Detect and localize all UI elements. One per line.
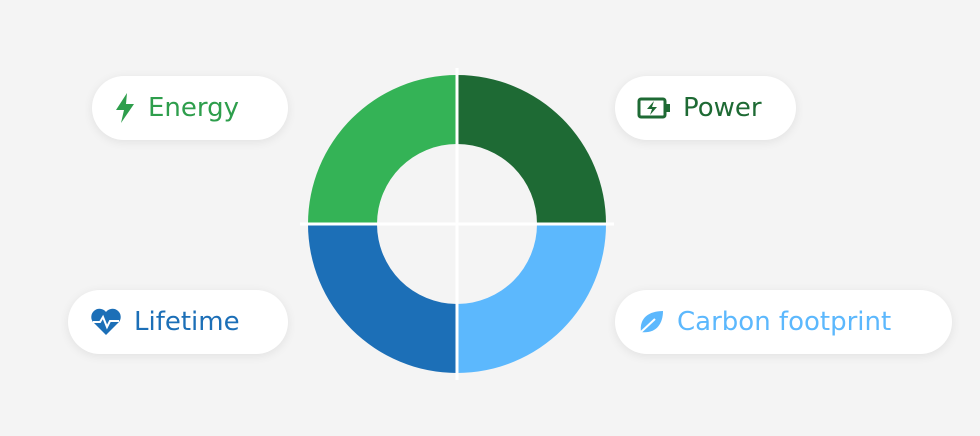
leaf-icon bbox=[640, 311, 663, 333]
heart-icon bbox=[91, 308, 121, 335]
carbon-pill: Carbon footprint bbox=[615, 290, 952, 354]
energy-pill: Energy bbox=[92, 76, 288, 140]
label: Power bbox=[683, 93, 762, 123]
label: Energy bbox=[148, 93, 240, 123]
segment-power bbox=[457, 75, 606, 224]
label: Carbon footprint bbox=[677, 307, 892, 337]
battery-icon bbox=[637, 97, 670, 119]
label: Lifetime bbox=[134, 307, 240, 337]
segment-energy bbox=[308, 75, 457, 224]
segment-carbon bbox=[457, 224, 606, 373]
lifetime-pill: Lifetime bbox=[68, 290, 288, 354]
bolt-icon bbox=[116, 93, 134, 123]
segment-lifetime bbox=[308, 224, 457, 373]
power-pill: Power bbox=[615, 76, 796, 140]
